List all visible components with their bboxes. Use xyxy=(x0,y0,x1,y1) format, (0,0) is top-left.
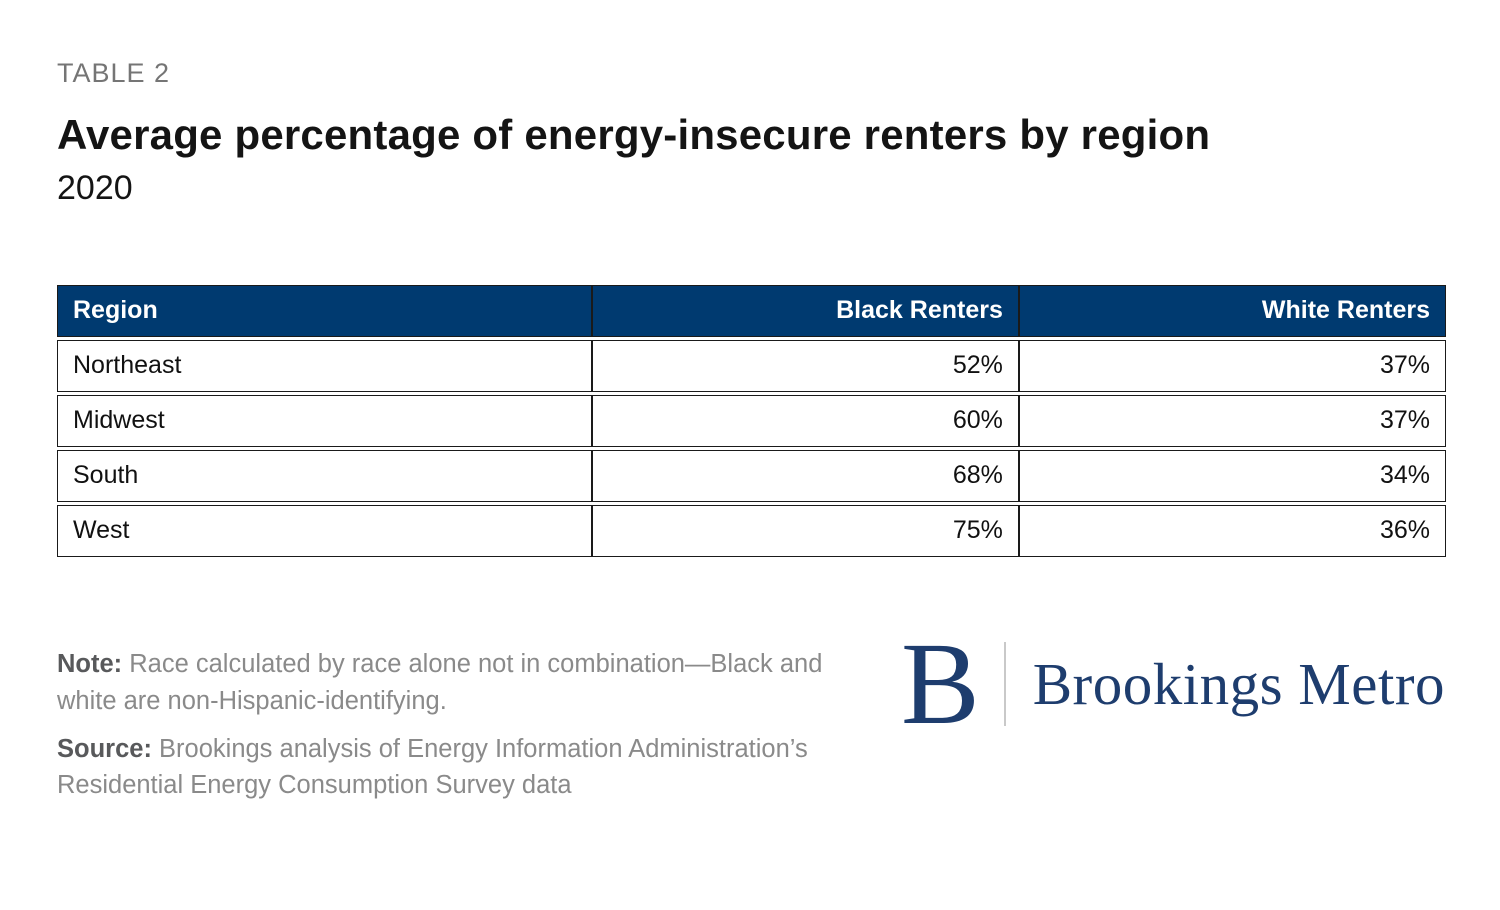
cell-black-renters: 75% xyxy=(591,505,1019,558)
column-header-black-renters: Black Renters xyxy=(591,285,1019,338)
page-subtitle: 2020 xyxy=(57,169,133,208)
column-header-region: Region xyxy=(57,285,592,338)
data-table: Region Black Renters White Renters North… xyxy=(57,282,1446,560)
column-header-white-renters: White Renters xyxy=(1018,285,1446,338)
cell-region: Northeast xyxy=(57,340,592,393)
cell-black-renters: 60% xyxy=(591,395,1019,448)
source-paragraph: Source: Brookings analysis of Energy Inf… xyxy=(57,731,872,803)
table-body: Northeast 52% 37% Midwest 60% 37% South … xyxy=(57,340,1446,558)
table-row: Midwest 60% 37% xyxy=(57,395,1446,448)
note-label: Note: xyxy=(57,650,123,679)
cell-black-renters: 68% xyxy=(591,450,1019,503)
cell-white-renters: 37% xyxy=(1018,395,1446,448)
page-title: Average percentage of energy-insecure re… xyxy=(57,111,1211,158)
source-label: Source: xyxy=(57,734,152,763)
source-text: Brookings analysis of Energy Information… xyxy=(57,734,808,799)
cell-white-renters: 34% xyxy=(1018,450,1446,503)
table-row: Northeast 52% 37% xyxy=(57,340,1446,393)
cell-black-renters: 52% xyxy=(591,340,1019,393)
note-paragraph: Note: Race calculated by race alone not … xyxy=(57,646,872,718)
brookings-b-logo-mark: B xyxy=(900,618,980,750)
logo-divider xyxy=(1003,642,1006,727)
table-row: South 68% 34% xyxy=(57,450,1446,503)
cell-region: South xyxy=(57,450,592,503)
note-text: Race calculated by race alone not in com… xyxy=(57,650,823,715)
logo-wordmark: Brookings Metro xyxy=(1032,650,1445,717)
figure-page: TABLE 2 Average percentage of energy-ins… xyxy=(57,58,1446,803)
brookings-metro-logo: B Brookings Metro xyxy=(900,618,1445,750)
table-eyebrow: TABLE 2 xyxy=(57,58,171,88)
cell-white-renters: 36% xyxy=(1018,505,1446,558)
table-row: West 75% 36% xyxy=(57,505,1446,558)
cell-white-renters: 37% xyxy=(1018,340,1446,393)
table-header-row: Region Black Renters White Renters xyxy=(57,285,1446,338)
figure-footer: Note: Race calculated by race alone not … xyxy=(57,625,1446,803)
notes-block: Note: Race calculated by race alone not … xyxy=(57,646,872,803)
cell-region: Midwest xyxy=(57,395,592,448)
table-header: Region Black Renters White Renters xyxy=(57,285,1446,338)
cell-region: West xyxy=(57,505,592,558)
